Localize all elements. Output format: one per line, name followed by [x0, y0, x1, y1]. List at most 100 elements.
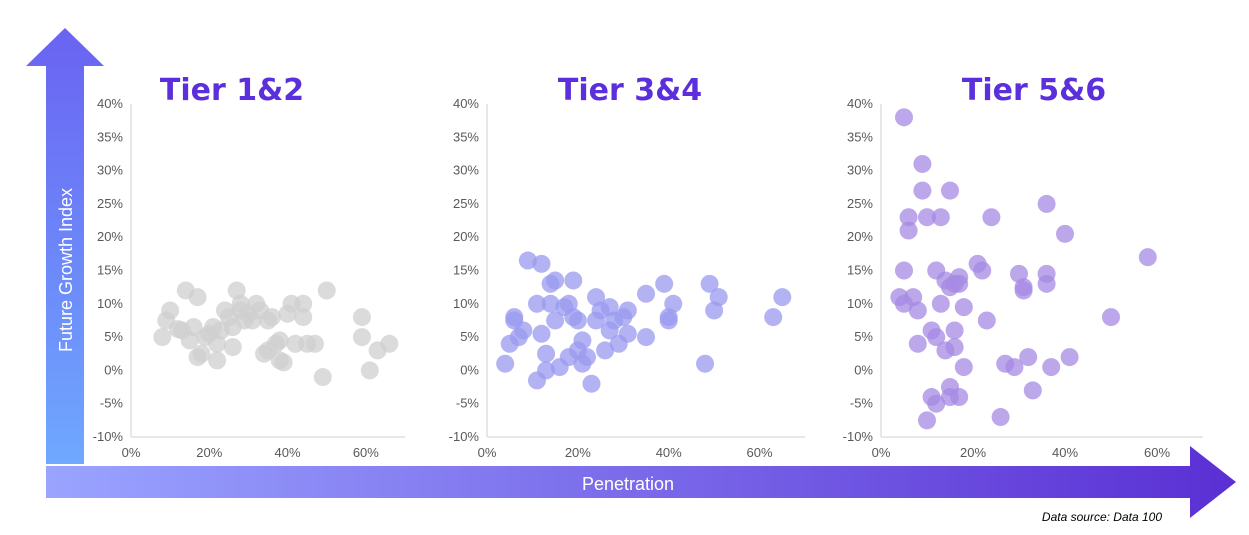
data-point	[764, 308, 783, 327]
data-point	[637, 328, 655, 347]
data-point	[913, 181, 932, 200]
data-point	[1056, 224, 1074, 243]
data-point	[564, 271, 583, 290]
data-point	[908, 301, 927, 320]
data-point	[618, 324, 637, 343]
x-tick-label: 20%	[960, 445, 986, 460]
data-point	[582, 374, 601, 393]
y-tick-label: 10%	[847, 296, 873, 311]
y-tick-label: 15%	[847, 263, 873, 278]
y-tick-label: 25%	[847, 196, 873, 211]
data-point	[918, 208, 936, 227]
y-tick-label: 0%	[460, 362, 479, 377]
y-tick-label: 40%	[847, 96, 873, 111]
data-point	[573, 331, 592, 350]
data-point	[950, 268, 969, 287]
data-point	[596, 341, 615, 360]
y-tick-label: 5%	[854, 329, 873, 344]
data-point	[664, 294, 683, 313]
data-point	[1042, 358, 1061, 377]
data-point	[908, 334, 927, 353]
y-tick-label: 30%	[453, 163, 479, 178]
data-point	[577, 348, 596, 367]
panel-tier-5-6: Tier 5&6 -10% -5% 0% 5% 10% 15% 20% 25% 30% 35% 40%…	[843, 73, 1203, 460]
data-point	[895, 108, 913, 127]
data-point	[913, 154, 932, 173]
data-point	[1138, 248, 1157, 267]
data-point	[380, 334, 399, 353]
x-axis-arrow-shape	[46, 446, 1236, 518]
y-tick-label: -10%	[449, 429, 480, 444]
data-point	[537, 344, 556, 363]
data-point	[950, 388, 969, 407]
data-point	[1060, 348, 1079, 367]
data-point	[1037, 194, 1056, 213]
y-tick-label: 15%	[453, 263, 479, 278]
y-tick-label: 40%	[453, 96, 479, 111]
panel-title: Tier 3&4	[558, 73, 702, 108]
data-point	[918, 411, 936, 430]
data-point	[895, 261, 913, 280]
data-point	[927, 394, 946, 413]
y-tick-label: 20%	[97, 229, 123, 244]
data-point	[1005, 358, 1024, 377]
data-point	[270, 331, 289, 350]
data-point	[360, 361, 379, 380]
data-point	[537, 361, 556, 380]
data-source-note: Data source: Data 100	[1042, 510, 1162, 524]
data-point	[991, 408, 1010, 427]
x-tick-label: 0%	[872, 445, 891, 460]
data-point	[527, 294, 546, 313]
data-point	[945, 321, 964, 340]
data-point	[1014, 281, 1033, 300]
data-point	[618, 301, 637, 320]
panel-title: Tier 1&2	[160, 73, 304, 108]
y-axis-label: Future Growth Index	[56, 188, 76, 352]
data-point	[899, 221, 918, 240]
x-tick-label: 0%	[478, 445, 497, 460]
data-point	[931, 208, 950, 227]
x-tick-label: 40%	[275, 445, 301, 460]
data-point	[532, 254, 551, 273]
data-point	[153, 328, 172, 347]
y-tick-label: 20%	[847, 229, 873, 244]
data-point	[977, 311, 996, 330]
y-tick-label: 15%	[97, 263, 123, 278]
y-tick-label: 10%	[97, 296, 123, 311]
data-point	[637, 284, 655, 303]
y-axis-arrow-shape	[26, 28, 104, 464]
data-point	[1037, 274, 1056, 293]
y-tick-label: 30%	[97, 163, 123, 178]
data-point	[954, 298, 973, 317]
data-point	[541, 294, 560, 313]
data-point	[294, 294, 313, 313]
data-point	[184, 318, 203, 337]
y-tick-label: -5%	[456, 396, 480, 411]
data-point	[352, 328, 371, 347]
x-tick-label: 40%	[656, 445, 682, 460]
data-point	[773, 288, 792, 307]
data-point	[294, 308, 313, 327]
data-point	[208, 351, 227, 370]
x-axis-arrow: Penetration	[46, 446, 1236, 518]
data-point	[496, 354, 515, 373]
data-point	[546, 311, 565, 330]
data-point	[1023, 381, 1042, 400]
data-point	[192, 344, 211, 363]
y-tick-label: -5%	[100, 396, 124, 411]
x-axis-label: Penetration	[582, 474, 674, 494]
data-point	[973, 261, 992, 280]
y-axis-arrow: Future Growth Index	[26, 28, 104, 464]
data-point	[982, 208, 1001, 227]
data-point	[262, 308, 281, 327]
y-tick-label: 10%	[453, 296, 479, 311]
y-tick-label: 5%	[104, 329, 123, 344]
y-tick-label: 35%	[453, 129, 479, 144]
data-point	[568, 311, 587, 330]
x-tick-label: 0%	[122, 445, 141, 460]
data-point	[927, 328, 946, 347]
x-tick-label: 60%	[353, 445, 379, 460]
data-point	[696, 354, 715, 373]
y-tick-label: -10%	[843, 429, 874, 444]
